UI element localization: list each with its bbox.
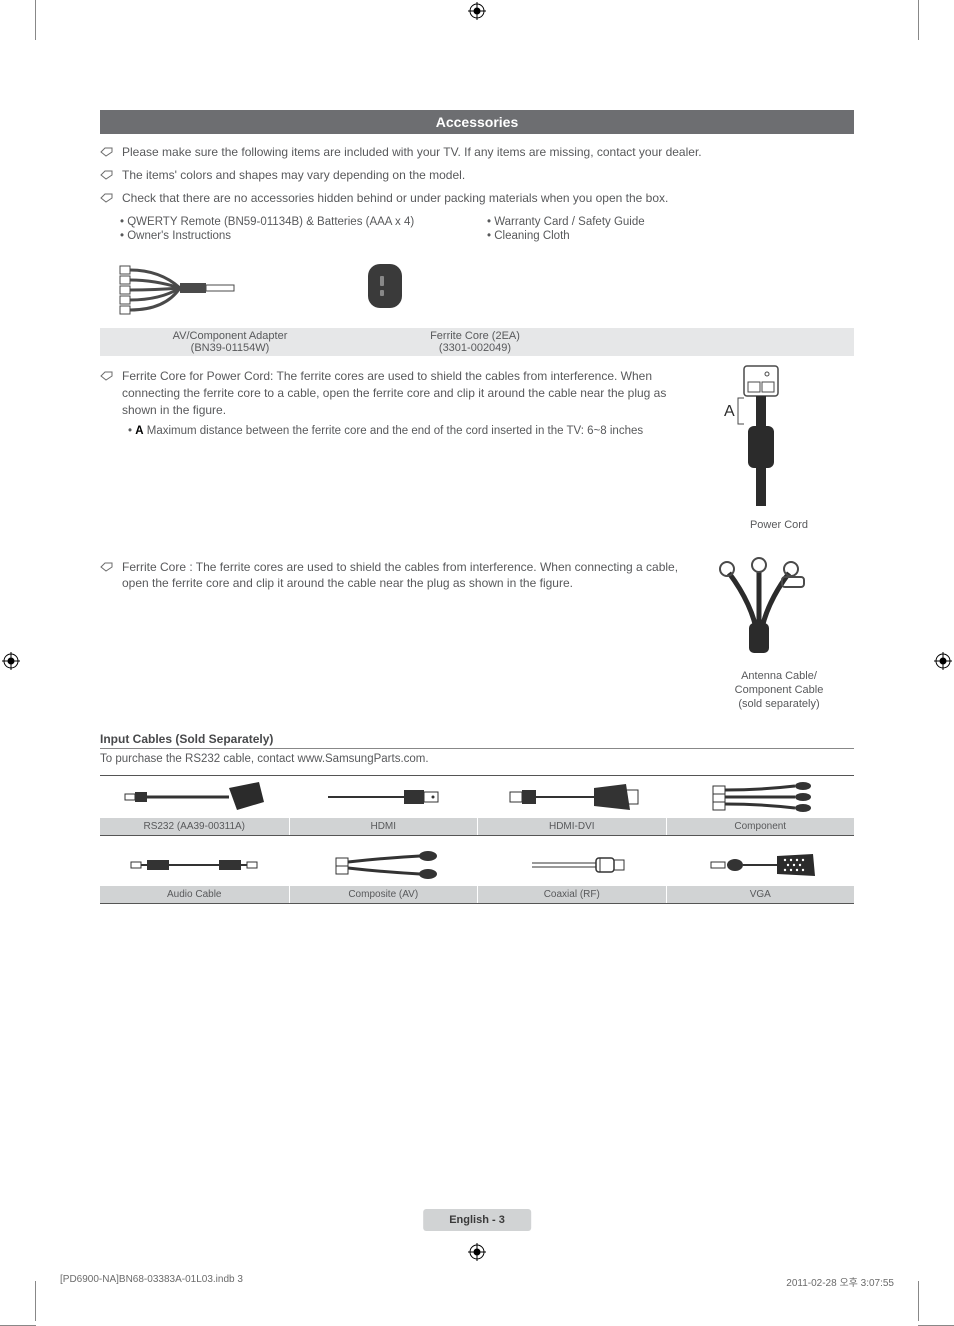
crop-mark-tr — [879, 0, 919, 40]
ferrite-core-image — [360, 258, 590, 318]
ferrite-sub-label: A — [135, 425, 143, 437]
ferrite-generic-text: Ferrite Core : The ferrite cores are use… — [122, 559, 684, 593]
footer-meta: [PD6900-NA]BN68-03383A-01L03.indb 3 2011… — [60, 1274, 894, 1289]
adapter-name: AV/Component Adapter — [100, 330, 360, 342]
antenna-caption-3: (sold separately) — [704, 697, 854, 711]
cable-cell-hdmi-dvi: HDMI-DVI — [477, 776, 666, 835]
cable-cell-audio: Audio Cable — [100, 844, 289, 903]
section-header-accessories: Accessories — [100, 110, 854, 134]
registration-mark-top — [468, 2, 486, 20]
adapter-images — [100, 252, 854, 324]
note-icon — [100, 167, 118, 181]
cable-table: RS232 (AA39-00311A) HDMI — [100, 775, 854, 904]
cable-label: RS232 (AA39-00311A) — [100, 818, 289, 835]
ferrite-sub-text: Maximum distance between the ferrite cor… — [144, 425, 644, 437]
cable-row: Audio Cable Composite (AV) — [100, 844, 854, 904]
hdmi-dvi-cable-icon — [477, 776, 666, 818]
footer-timestamp: 2011-02-28 오후 3:07:55 — [786, 1274, 894, 1289]
audio-cable-icon — [100, 844, 289, 886]
power-cord-diagram: A Power Cord — [704, 362, 854, 532]
page-content: Accessories Please make sure the followi… — [100, 110, 854, 904]
av-adapter-image — [100, 258, 360, 318]
registration-mark-bottom — [468, 1243, 486, 1261]
note-icon — [100, 144, 118, 158]
cable-cell-vga: VGA — [666, 844, 855, 903]
vga-cable-icon — [666, 844, 855, 886]
cable-label: Composite (AV) — [289, 886, 478, 903]
included-right-col: Warranty Card / Safety Guide Cleaning Cl… — [487, 214, 854, 244]
footer-file: [PD6900-NA]BN68-03383A-01L03.indb 3 — [60, 1274, 243, 1289]
included-item: QWERTY Remote (BN59-01134B) & Batteries … — [120, 216, 487, 228]
adapter-name: Ferrite Core (2EA) — [360, 330, 590, 342]
note-line: Ferrite Core for Power Cord: The ferrite… — [100, 368, 684, 418]
cable-cell-component: Component — [666, 776, 855, 835]
composite-cable-icon — [289, 844, 478, 886]
note-text: Please make sure the following items are… — [122, 144, 702, 161]
included-left-col: QWERTY Remote (BN59-01134B) & Batteries … — [120, 214, 487, 244]
note-text: The items' colors and shapes may vary de… — [122, 167, 465, 184]
antenna-caption-1: Antenna Cable/ — [704, 669, 854, 683]
ferrite-power-sub: • A Maximum distance between the ferrite… — [128, 425, 684, 437]
note-line: Please make sure the following items are… — [100, 144, 854, 161]
included-item: Owner's Instructions — [120, 230, 487, 242]
cable-label: Audio Cable — [100, 886, 289, 903]
included-item: Warranty Card / Safety Guide — [487, 216, 854, 228]
note-text: Check that there are no accessories hidd… — [122, 190, 668, 207]
input-cables-sub: To purchase the RS232 cable, contact www… — [100, 753, 854, 765]
antenna-caption-2: Component Cable — [704, 683, 854, 697]
adapter-labels: AV/Component Adapter (BN39-01154W) Ferri… — [100, 328, 854, 356]
ferrite-power-text: Ferrite Core for Power Cord: The ferrite… — [122, 368, 684, 418]
note-icon — [100, 368, 118, 382]
included-items: QWERTY Remote (BN59-01134B) & Batteries … — [120, 214, 854, 244]
note-line: Check that there are no accessories hidd… — [100, 190, 854, 207]
registration-mark-left — [2, 652, 20, 670]
cable-label: HDMI-DVI — [477, 818, 666, 835]
crop-mark-tl — [35, 0, 75, 40]
ferrite-generic-block: Ferrite Core : The ferrite cores are use… — [100, 553, 854, 712]
hdmi-cable-icon — [289, 776, 478, 818]
page-number-badge: English - 3 — [423, 1209, 531, 1231]
cable-cell-hdmi: HDMI — [289, 776, 478, 835]
cable-label: HDMI — [289, 818, 478, 835]
cable-cell-rs232: RS232 (AA39-00311A) — [100, 776, 289, 835]
note-line: The items' colors and shapes may vary de… — [100, 167, 854, 184]
cable-cell-coaxial: Coaxial (RF) — [477, 844, 666, 903]
note-line: Ferrite Core : The ferrite cores are use… — [100, 559, 684, 593]
note-icon — [100, 559, 118, 573]
cable-label: VGA — [666, 886, 855, 903]
adapter-label: Ferrite Core (2EA) (3301-002049) — [360, 330, 590, 354]
power-cord-caption: Power Cord — [704, 518, 854, 532]
adapter-part: (3301-002049) — [360, 342, 590, 354]
input-cables-heading: Input Cables (Sold Separately) — [100, 732, 854, 749]
included-item: Cleaning Cloth — [487, 230, 854, 242]
ferrite-power-block: Ferrite Core for Power Cord: The ferrite… — [100, 362, 854, 532]
note-icon — [100, 190, 118, 204]
svg-text:A: A — [724, 403, 735, 420]
rs232-cable-icon — [100, 776, 289, 818]
adapter-part: (BN39-01154W) — [100, 342, 360, 354]
coaxial-cable-icon — [477, 844, 666, 886]
component-cable-icon — [666, 776, 855, 818]
cable-label: Component — [666, 818, 855, 835]
adapter-label: AV/Component Adapter (BN39-01154W) — [100, 330, 360, 354]
cable-label: Coaxial (RF) — [477, 886, 666, 903]
cable-cell-composite: Composite (AV) — [289, 844, 478, 903]
registration-mark-right — [934, 652, 952, 670]
cable-row: RS232 (AA39-00311A) HDMI — [100, 775, 854, 836]
antenna-cable-diagram: Antenna Cable/ Component Cable (sold sep… — [704, 553, 854, 712]
